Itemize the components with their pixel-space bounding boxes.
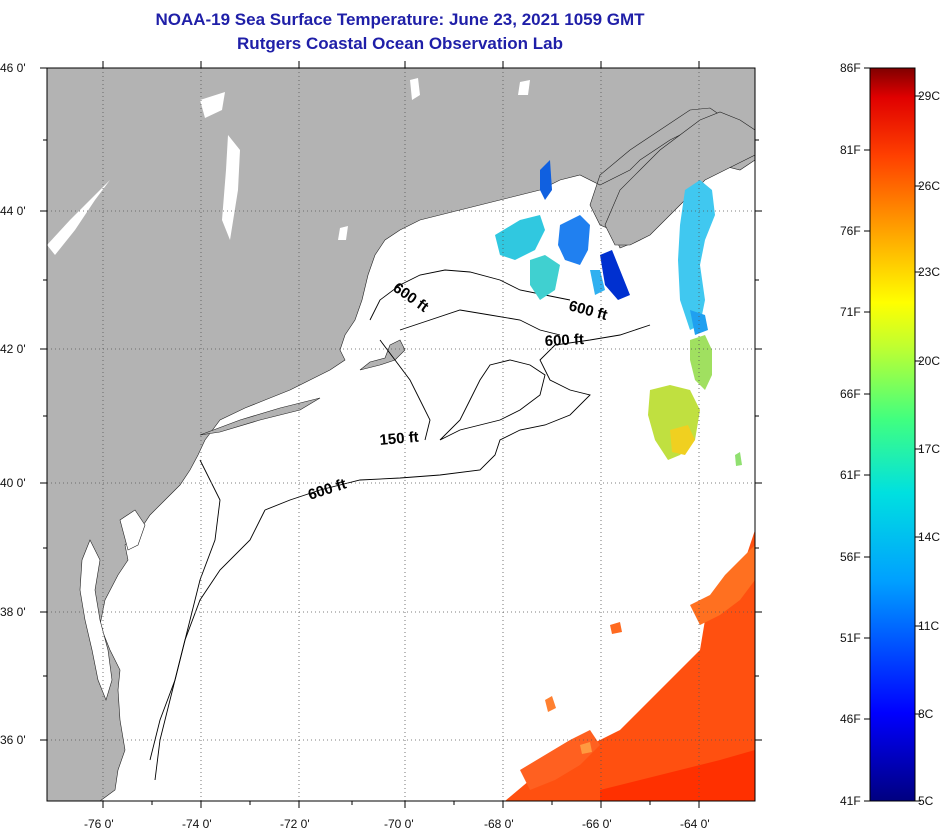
lon-ticks (102, 61, 700, 808)
colorbar-label-c: 11C (918, 619, 940, 633)
depth-label-600ft: 600 ft (544, 331, 584, 350)
bathymetry-contours (149, 269, 651, 781)
lat-label: 46 0' (0, 61, 26, 75)
map-frame (46, 67, 756, 802)
colorbar-label-c: 29C (918, 89, 941, 103)
colorbar-label-c: 17C (918, 442, 941, 456)
lon-label: -68 0' (484, 817, 514, 831)
lon-label: -66 0' (582, 817, 612, 831)
colorbar-label-c: 5C (918, 794, 934, 808)
lake (338, 226, 348, 240)
lake (222, 135, 240, 240)
sst-cool-patches (495, 160, 715, 335)
lon-label: -76 0' (84, 817, 114, 831)
land-long-island (199, 397, 321, 436)
colorbar-label-c: 23C (918, 265, 941, 279)
lake (410, 78, 420, 100)
lake (518, 80, 530, 95)
colorbar-label-f: 76F (840, 224, 861, 238)
land-cape-cod (359, 339, 406, 371)
lat-label: 38 0' (0, 605, 26, 619)
lake (200, 92, 225, 118)
colorbar-label-c: 26C (918, 179, 941, 193)
sst-warm-patches (505, 530, 755, 801)
colorbar-label-f: 61F (840, 468, 861, 482)
lat-label: 42 0' (0, 342, 26, 356)
colorbar-ticks (864, 67, 921, 802)
depth-label-150ft: 150 ft (379, 429, 420, 449)
colorbar-label-f: 46F (840, 712, 861, 726)
lon-label: -64 0' (680, 817, 710, 831)
map-title: NOAA-19 Sea Surface Temperature: June 23… (155, 10, 645, 29)
colorbar-label-f: 71F (840, 305, 861, 319)
lat-label: 44 0' (0, 204, 26, 218)
lon-label: -72 0' (280, 817, 310, 831)
delaware-bay (119, 509, 146, 551)
lat-label: 36 0' (0, 733, 26, 747)
colorbar-label-f: 56F (840, 550, 861, 564)
lake (47, 180, 110, 255)
chesapeake-bay (79, 539, 113, 701)
colorbar-label-f: 51F (840, 631, 861, 645)
colorbar-label-f: 66F (840, 387, 861, 401)
map-subtitle: Rutgers Coastal Ocean Observation Lab (237, 34, 563, 53)
lat-label: 40 0' (0, 476, 26, 490)
colorbar (869, 67, 916, 802)
lat-ticks (40, 67, 762, 741)
colorbar-label-f: 81F (840, 143, 861, 157)
colorbar-label-f: 86F (840, 61, 861, 75)
land-mass-us-canada (47, 68, 755, 801)
colorbar-label-c: 14C (918, 530, 941, 544)
land-nova-scotia (604, 111, 755, 246)
colorbar-label-c: 20C (918, 354, 941, 368)
colorbar-label-c: 8C (918, 707, 934, 721)
lon-label: -70 0' (384, 817, 414, 831)
lon-label: -74 0' (182, 817, 212, 831)
colorbar-label-f: 41F (840, 794, 861, 808)
